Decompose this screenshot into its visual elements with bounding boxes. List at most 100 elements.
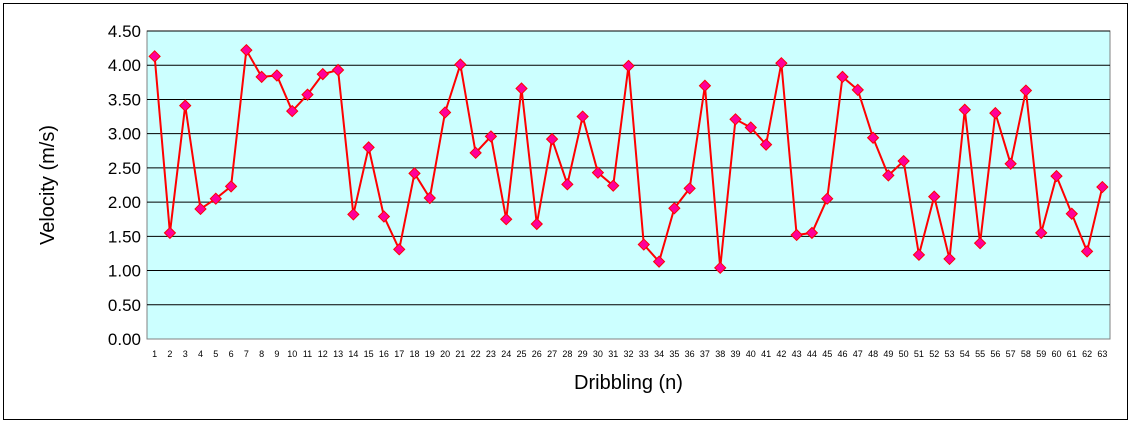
y-tick-label: 0.00 bbox=[108, 330, 141, 349]
x-tick-label: 29 bbox=[578, 349, 588, 359]
x-tick-label: 32 bbox=[623, 349, 633, 359]
x-tick-label: 8 bbox=[259, 349, 264, 359]
x-tick-label: 56 bbox=[990, 349, 1000, 359]
x-tick-label: 19 bbox=[425, 349, 435, 359]
data-point bbox=[270, 69, 284, 82]
data-point bbox=[851, 83, 864, 97]
data-point bbox=[240, 43, 253, 57]
data-point bbox=[668, 202, 681, 215]
data-point bbox=[591, 166, 605, 179]
data-point bbox=[759, 138, 773, 151]
data-point bbox=[301, 88, 314, 101]
data-point bbox=[897, 154, 910, 168]
data-point bbox=[866, 131, 880, 144]
x-tick-label: 6 bbox=[229, 349, 234, 359]
data-point bbox=[912, 248, 926, 262]
data-point bbox=[286, 104, 299, 118]
x-tick-label: 62 bbox=[1082, 349, 1092, 359]
x-tick-label: 23 bbox=[486, 349, 496, 359]
data-point bbox=[1035, 226, 1048, 240]
data-point bbox=[943, 252, 956, 266]
data-point bbox=[224, 180, 238, 193]
gridlines bbox=[147, 30, 1110, 306]
x-tick-label: 3 bbox=[183, 349, 188, 359]
y-tick-label: 4.50 bbox=[108, 22, 141, 41]
x-tick-label: 52 bbox=[929, 349, 939, 359]
y-tick-label: 1.50 bbox=[108, 227, 141, 246]
data-point bbox=[1050, 169, 1063, 183]
data-point bbox=[958, 103, 971, 116]
data-point bbox=[393, 243, 406, 256]
data-point bbox=[1080, 245, 1094, 258]
x-tick-label: 46 bbox=[837, 349, 847, 359]
x-tick-label: 22 bbox=[471, 349, 481, 359]
x-tick-label: 50 bbox=[899, 349, 909, 359]
plot-area bbox=[146, 30, 1111, 340]
data-point bbox=[347, 208, 360, 221]
x-tick-label: 49 bbox=[883, 349, 893, 359]
x-tick-label: 33 bbox=[639, 349, 649, 359]
x-tick-label: 28 bbox=[562, 349, 572, 359]
data-point bbox=[637, 238, 650, 251]
data-point bbox=[515, 82, 528, 95]
data-point bbox=[1004, 157, 1017, 170]
y-tick-label: 2.00 bbox=[108, 193, 141, 212]
x-tick-label: 61 bbox=[1067, 349, 1077, 359]
data-point bbox=[331, 63, 345, 77]
x-tick-label: 30 bbox=[593, 349, 603, 359]
x-tick-label: 58 bbox=[1021, 349, 1031, 359]
x-tick-label: 55 bbox=[975, 349, 985, 359]
data-point bbox=[576, 110, 589, 123]
x-tick-label: 57 bbox=[1006, 349, 1016, 359]
data-point bbox=[545, 132, 559, 146]
data-point bbox=[821, 192, 834, 205]
data-point bbox=[377, 210, 391, 223]
x-tick-label: 12 bbox=[318, 349, 328, 359]
data-point bbox=[607, 179, 620, 192]
data-point bbox=[805, 226, 819, 240]
x-tick-label: 48 bbox=[868, 349, 878, 359]
x-tick-label: 47 bbox=[853, 349, 863, 359]
x-tick-label: 5 bbox=[213, 349, 218, 359]
data-point bbox=[928, 190, 941, 203]
x-tick-label: 21 bbox=[455, 349, 465, 359]
x-tick-label: 2 bbox=[167, 349, 172, 359]
x-tick-label: 17 bbox=[394, 349, 404, 359]
x-tick-label: 7 bbox=[244, 349, 249, 359]
data-point bbox=[194, 202, 207, 216]
data-point bbox=[652, 255, 666, 268]
x-tick-label: 4 bbox=[198, 349, 203, 359]
x-tick-label: 41 bbox=[761, 349, 771, 359]
x-tick-label: 63 bbox=[1097, 349, 1107, 359]
y-axis-title: Velocity (m/s) bbox=[37, 125, 59, 245]
y-tick-label: 2.50 bbox=[108, 159, 141, 178]
x-tick-label: 37 bbox=[700, 349, 710, 359]
data-point bbox=[423, 191, 436, 205]
data-point bbox=[362, 141, 375, 154]
data-point bbox=[973, 236, 987, 250]
x-tick-label: 42 bbox=[776, 349, 786, 359]
x-tick-label: 44 bbox=[807, 349, 817, 359]
x-tick-label: 43 bbox=[792, 349, 802, 359]
x-tick-label: 35 bbox=[669, 349, 679, 359]
x-tick-label: 13 bbox=[333, 349, 343, 359]
data-point bbox=[989, 106, 1002, 120]
data-point bbox=[744, 121, 757, 134]
x-tick-label: 11 bbox=[303, 349, 312, 359]
x-tick-label: 59 bbox=[1036, 349, 1046, 359]
x-tick-label: 40 bbox=[746, 349, 756, 359]
data-point bbox=[530, 217, 543, 231]
x-axis-title: Dribbling (n) bbox=[574, 372, 683, 394]
data-markers bbox=[148, 43, 1109, 275]
x-tick-label: 53 bbox=[944, 349, 954, 359]
data-point bbox=[500, 213, 513, 226]
y-tick-label: 3.00 bbox=[108, 125, 141, 144]
data-point bbox=[484, 130, 498, 143]
data-point bbox=[454, 58, 467, 71]
y-tick-label: 3.50 bbox=[108, 90, 141, 109]
data-point bbox=[209, 192, 222, 205]
x-tick-label: 18 bbox=[409, 349, 419, 359]
data-point bbox=[790, 228, 803, 242]
data-point bbox=[698, 79, 712, 92]
